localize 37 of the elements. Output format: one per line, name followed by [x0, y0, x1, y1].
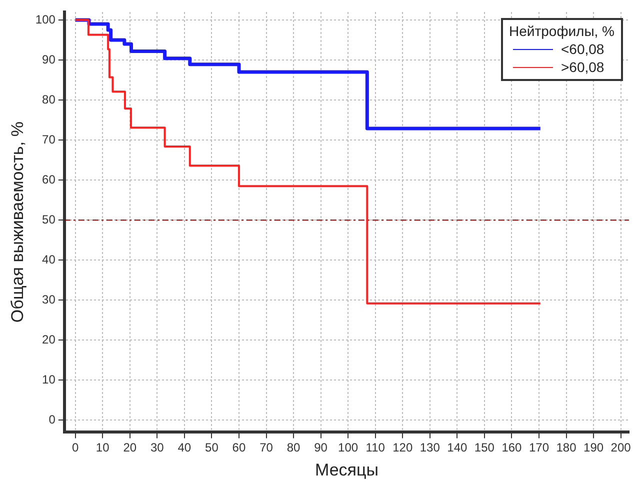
- x-tick-label: 190: [584, 440, 604, 455]
- y-tick-label: 20: [42, 332, 56, 346]
- x-axis-title: Месяцы: [314, 460, 378, 480]
- y-tick-label: 10: [42, 372, 56, 386]
- x-tick-label: 20: [123, 440, 137, 455]
- x-tick-label: 100: [338, 440, 358, 455]
- x-tick-label: 90: [314, 440, 328, 455]
- legend-title: Нейтрофилы, %: [509, 23, 614, 39]
- x-tick-label: 130: [420, 440, 440, 455]
- y-tick-label: 30: [42, 292, 56, 306]
- x-tick-label: 140: [447, 440, 468, 455]
- x-tick-label: 150: [474, 440, 495, 455]
- x-tick-label: 60: [232, 440, 246, 455]
- x-tick-label: 200: [610, 440, 632, 455]
- x-tick-label: 50: [205, 440, 219, 455]
- y-tick-label: 0: [48, 412, 56, 427]
- x-tick-label: 70: [260, 440, 274, 455]
- y-tick-label: 70: [42, 132, 56, 146]
- x-tick-label: 40: [178, 440, 192, 455]
- x-tick-label: 80: [286, 440, 301, 455]
- y-tick-label: 90: [42, 52, 56, 66]
- y-tick-label: 50: [42, 212, 56, 226]
- x-tick-label: 120: [392, 440, 413, 455]
- y-axis-title: Общая выживаемость, %: [8, 122, 27, 323]
- x-tick-label: 160: [502, 440, 522, 455]
- x-tick-label: 0: [72, 440, 79, 455]
- legend-label: <60,08: [561, 41, 604, 57]
- x-tick-label: 30: [150, 440, 164, 455]
- x-tick-label: 170: [528, 440, 550, 455]
- y-tick-label: 80: [42, 92, 56, 106]
- y-tick-label: 60: [42, 172, 56, 186]
- legend-label: >60,08: [561, 59, 604, 75]
- y-tick-label: 40: [42, 252, 56, 266]
- x-tick-label: 10: [96, 440, 110, 455]
- x-tick-label: 110: [366, 440, 386, 455]
- x-tick-label: 180: [556, 440, 577, 455]
- y-tick-label: 100: [35, 12, 56, 26]
